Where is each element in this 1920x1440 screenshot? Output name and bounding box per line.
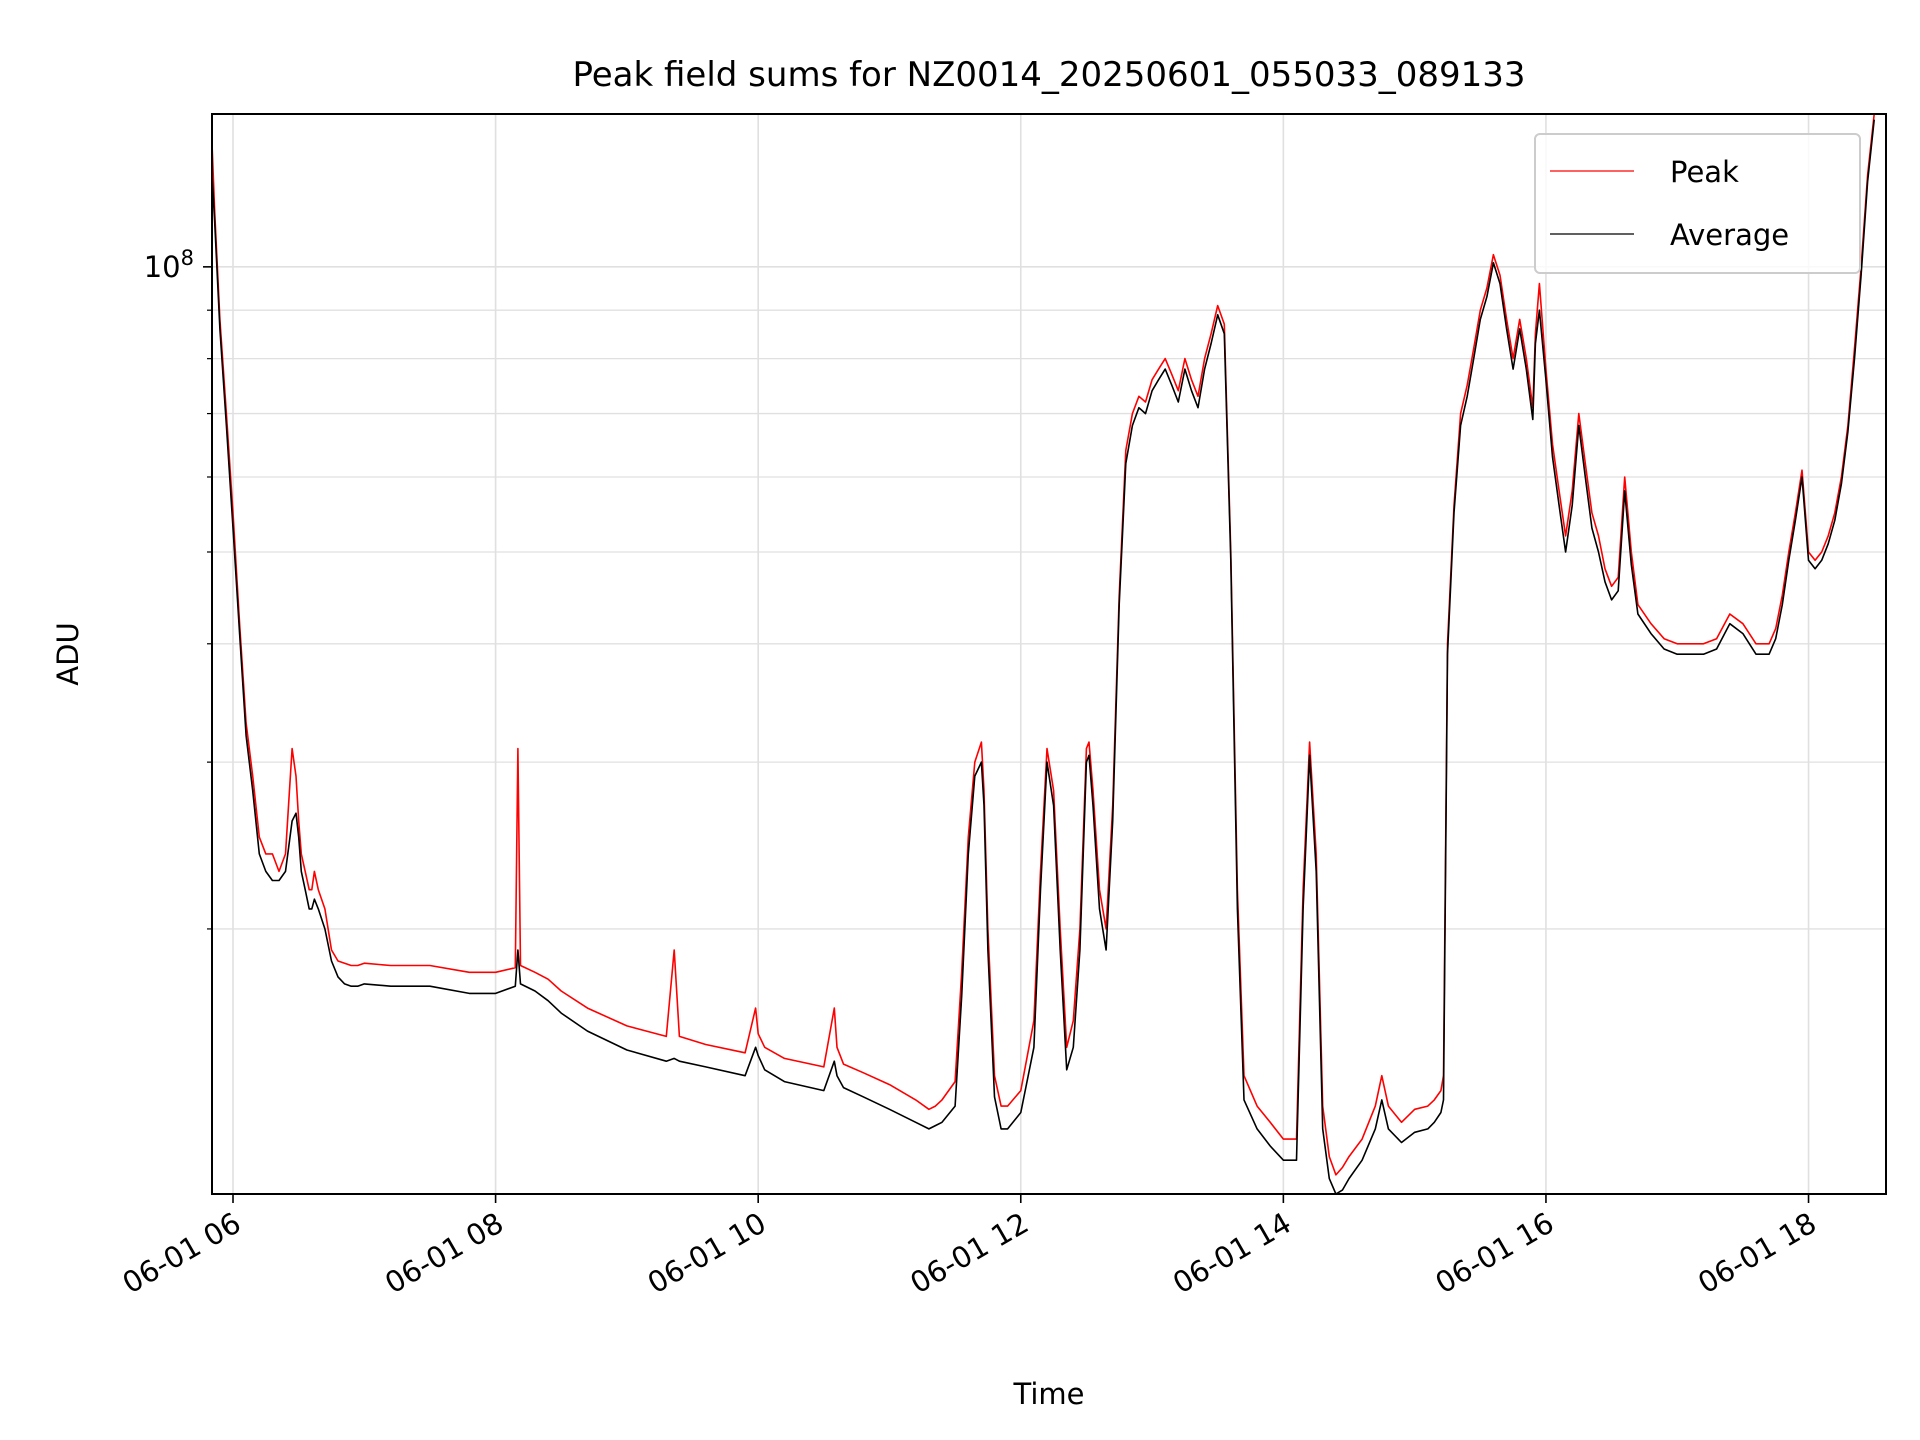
y-axis-label: ADU [51, 622, 85, 685]
x-axis-label: Time [1013, 1377, 1085, 1411]
series-line-peak [212, 114, 1875, 1176]
grid-lines [212, 114, 1886, 1194]
legend-box [1534, 133, 1861, 274]
y-tick-label: 108 [144, 246, 194, 284]
y-axis-ticks: 108 [144, 246, 212, 930]
plot-frame [211, 113, 1887, 1195]
legend: Peak Average [1534, 133, 1861, 274]
series-line-average [212, 119, 1875, 1194]
legend-label-average: Average [1670, 218, 1789, 252]
legend-label-peak: Peak [1670, 155, 1739, 189]
series-lines [212, 114, 1875, 1194]
plot-area-background [212, 114, 1886, 1194]
chart-title: Peak field sums for NZ0014_20250601_0550… [572, 55, 1525, 95]
